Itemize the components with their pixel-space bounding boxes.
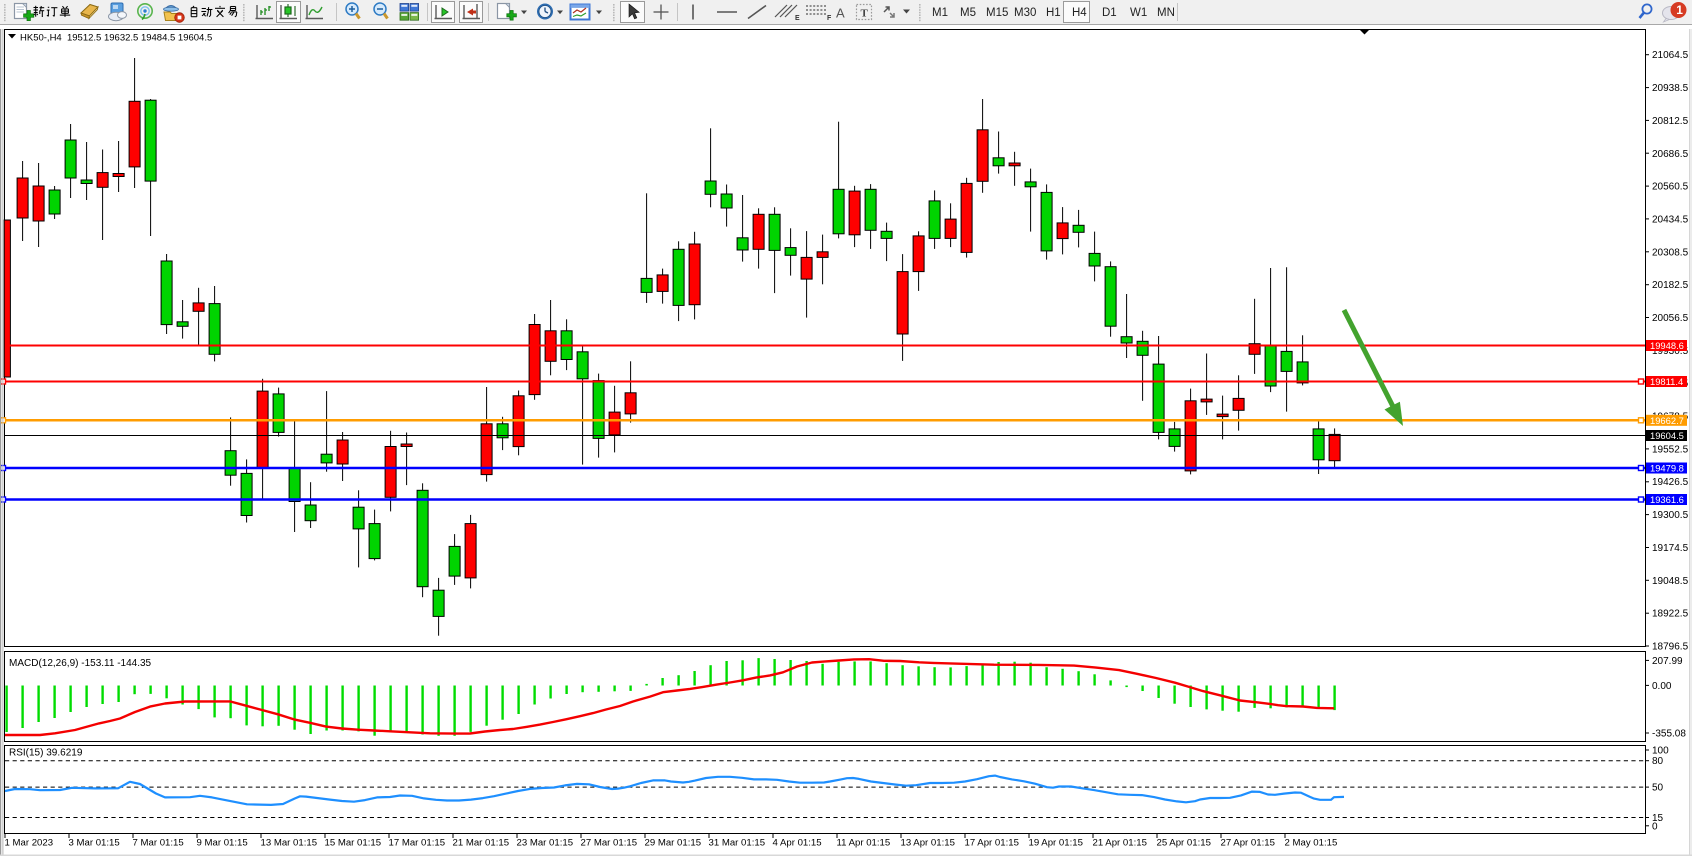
svg-text:D1: D1	[1102, 7, 1117, 19]
svg-text:13 Apr 01:15: 13 Apr 01:15	[901, 838, 955, 849]
svg-text:HK50-,H4 19512.5 19632.5 1948: HK50-,H4 19512.5 19632.5 19484.5 19604.5	[20, 33, 212, 44]
svg-text:W1: W1	[1130, 7, 1147, 19]
svg-text:9 Mar 01:15: 9 Mar 01:15	[197, 838, 248, 849]
svg-text:31 Mar 01:15: 31 Mar 01:15	[709, 838, 766, 849]
svg-text:20560.5: 20560.5	[1652, 182, 1689, 193]
svg-text:19811.4: 19811.4	[1650, 376, 1683, 387]
svg-text:19479.8: 19479.8	[1650, 463, 1684, 474]
svg-text:F: F	[827, 15, 832, 22]
svg-text:25 Apr 01:15: 25 Apr 01:15	[1157, 838, 1211, 849]
svg-text:20686.5: 20686.5	[1652, 149, 1689, 160]
svg-text:13 Mar 01:15: 13 Mar 01:15	[261, 838, 318, 849]
svg-text:19604.5: 19604.5	[1650, 430, 1684, 441]
svg-text:H4: H4	[1072, 7, 1087, 19]
svg-text:7 Mar 01:15: 7 Mar 01:15	[133, 838, 184, 849]
svg-text:19361.6: 19361.6	[1650, 494, 1684, 505]
svg-text:100: 100	[1652, 746, 1669, 757]
svg-text:1 Mar 2023: 1 Mar 2023	[5, 838, 54, 849]
svg-text:MACD(12,26,9) -153.11 -144.35: MACD(12,26,9) -153.11 -144.35	[9, 658, 152, 669]
svg-text:15 Mar 01:15: 15 Mar 01:15	[325, 838, 382, 849]
svg-text:M5: M5	[960, 7, 976, 19]
svg-text:11 Apr 01:15: 11 Apr 01:15	[837, 838, 891, 849]
svg-text:29 Mar 01:15: 29 Mar 01:15	[645, 838, 702, 849]
svg-text:19048.5: 19048.5	[1652, 576, 1689, 587]
svg-text:1: 1	[1676, 3, 1683, 17]
svg-text:17 Apr 01:15: 17 Apr 01:15	[965, 838, 1019, 849]
svg-text:4 Apr 01:15: 4 Apr 01:15	[773, 838, 822, 849]
svg-text:M15: M15	[986, 7, 1008, 19]
svg-text:0: 0	[1652, 821, 1658, 832]
svg-text:20812.5: 20812.5	[1652, 116, 1689, 127]
svg-text:E: E	[795, 15, 800, 22]
svg-text:27 Apr 01:15: 27 Apr 01:15	[1221, 838, 1275, 849]
svg-text:MN: MN	[1157, 7, 1175, 19]
svg-text:0.00: 0.00	[1652, 681, 1672, 692]
svg-text:A: A	[836, 6, 845, 21]
svg-text:207.99: 207.99	[1652, 656, 1683, 667]
svg-text:19948.6: 19948.6	[1650, 340, 1684, 351]
svg-text:19300.5: 19300.5	[1652, 510, 1689, 521]
svg-text:20182.5: 20182.5	[1652, 280, 1689, 291]
svg-text:3 Mar 01:15: 3 Mar 01:15	[69, 838, 120, 849]
svg-text:19 Apr 01:15: 19 Apr 01:15	[1029, 838, 1083, 849]
svg-text:20938.5: 20938.5	[1652, 83, 1689, 94]
svg-text:23 Mar 01:15: 23 Mar 01:15	[517, 838, 574, 849]
svg-text:17 Mar 01:15: 17 Mar 01:15	[389, 838, 446, 849]
svg-text:-355.08: -355.08	[1652, 729, 1686, 740]
svg-text:19174.5: 19174.5	[1652, 543, 1689, 554]
svg-text:19426.5: 19426.5	[1652, 477, 1689, 488]
svg-text:19662.7: 19662.7	[1650, 415, 1684, 426]
svg-text:M1: M1	[932, 7, 948, 19]
svg-text:M30: M30	[1014, 7, 1036, 19]
svg-text:50: 50	[1652, 783, 1664, 794]
svg-text:21 Mar 01:15: 21 Mar 01:15	[453, 838, 510, 849]
svg-text:80: 80	[1652, 756, 1664, 767]
svg-text:21064.5: 21064.5	[1652, 50, 1689, 61]
svg-text:21 Apr 01:15: 21 Apr 01:15	[1093, 838, 1147, 849]
svg-text:18796.5: 18796.5	[1652, 642, 1689, 653]
svg-text:19552.5: 19552.5	[1652, 444, 1689, 455]
svg-text:15: 15	[1652, 813, 1664, 824]
svg-text:2 May 01:15: 2 May 01:15	[1285, 838, 1338, 849]
svg-text:19930.5: 19930.5	[1652, 346, 1689, 357]
svg-text:18922.5: 18922.5	[1652, 609, 1689, 620]
svg-text:27 Mar 01:15: 27 Mar 01:15	[581, 838, 638, 849]
svg-text:20056.5: 20056.5	[1652, 313, 1689, 324]
svg-text:T: T	[861, 8, 869, 20]
svg-text:20308.5: 20308.5	[1652, 247, 1689, 258]
svg-text:H1: H1	[1046, 7, 1061, 19]
svg-text:RSI(15) 39.6219: RSI(15) 39.6219	[9, 748, 83, 759]
svg-text:20434.5: 20434.5	[1652, 214, 1689, 225]
